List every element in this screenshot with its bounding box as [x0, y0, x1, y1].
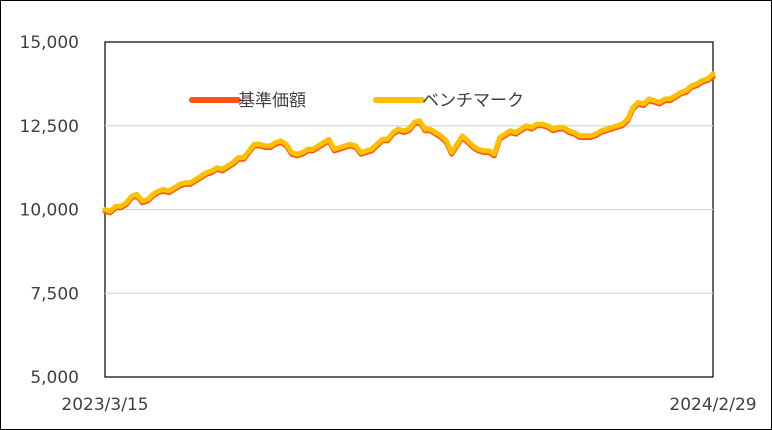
y-tick-label: 5,000: [30, 368, 79, 388]
y-axis-labels: 15,000 12,500 10,000 7,500 5,000: [20, 33, 79, 388]
legend: 基準価額 ベンチマーク: [189, 91, 524, 111]
y-tick-label: 7,500: [30, 284, 79, 304]
x-tick-label-end: 2024/2/29: [669, 395, 756, 415]
series-lines: [102, 71, 716, 216]
legend-label-0: 基準価額: [238, 91, 306, 111]
x-axis-labels: 2023/3/15 2024/2/29: [61, 395, 756, 415]
x-tick-label-start: 2023/3/15: [61, 395, 148, 415]
legend-label-1: ベンチマーク: [422, 91, 524, 111]
y-tick-label: 12,500: [20, 117, 79, 137]
y-tick-label: 15,000: [20, 33, 79, 53]
series-line-1: [102, 71, 716, 214]
y-tick-label: 10,000: [20, 201, 79, 221]
